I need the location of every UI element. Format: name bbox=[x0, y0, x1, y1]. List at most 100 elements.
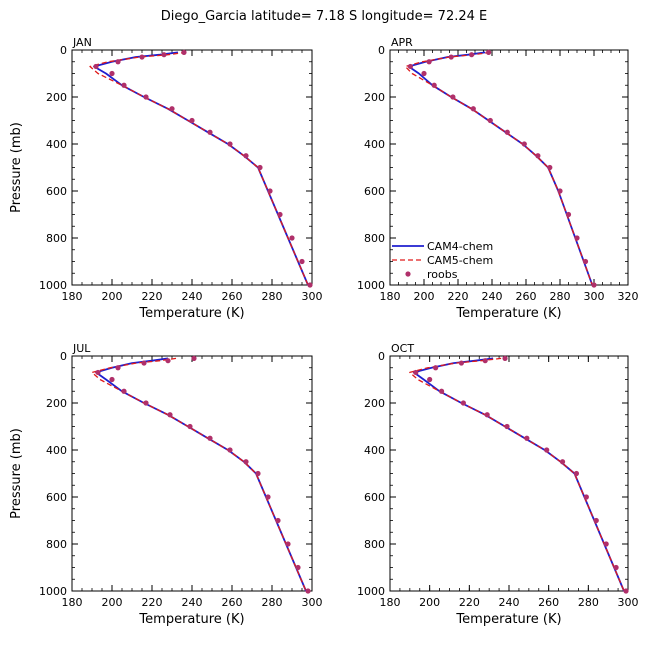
roobs-point bbox=[544, 447, 550, 453]
x-tick-label: 200 bbox=[419, 596, 440, 609]
x-tick-label: 240 bbox=[182, 290, 203, 303]
roobs-point bbox=[207, 129, 213, 135]
panel-label: JUL bbox=[72, 342, 91, 355]
roobs-point bbox=[141, 360, 147, 366]
roobs-point bbox=[407, 63, 413, 70]
x-tick-label: 280 bbox=[550, 290, 571, 303]
x-tick-label: 260 bbox=[222, 290, 243, 303]
figure-title: Diego_Garcia latitude= 7.18 S longitude=… bbox=[161, 9, 488, 24]
x-tick-label: 200 bbox=[102, 596, 123, 609]
roobs-point bbox=[486, 49, 492, 55]
roobs-point bbox=[255, 470, 261, 477]
y-tick-label: 1000 bbox=[357, 585, 385, 598]
y-tick-label: 0 bbox=[378, 350, 385, 363]
x-tick-label: 240 bbox=[482, 290, 503, 303]
roobs-point bbox=[413, 369, 419, 376]
x-tick-label: 180 bbox=[380, 596, 401, 609]
y-tick-label: 800 bbox=[364, 538, 385, 551]
roobs-point bbox=[115, 365, 121, 371]
plot-frame bbox=[71, 355, 313, 592]
y-tick-label: 600 bbox=[364, 185, 385, 198]
roobs-point bbox=[593, 517, 599, 524]
y-tick-label: 200 bbox=[364, 397, 385, 410]
y-tick-label: 200 bbox=[364, 91, 385, 104]
roobs-point bbox=[121, 82, 127, 88]
roobs-point bbox=[504, 423, 510, 430]
y-tick-label: 1000 bbox=[357, 279, 385, 292]
roobs-point bbox=[502, 355, 508, 361]
x-tick-label: 220 bbox=[448, 290, 469, 303]
roobs-point bbox=[243, 153, 249, 159]
y-axis-label: Pressure (mb) bbox=[9, 122, 24, 213]
roobs-point bbox=[109, 70, 115, 77]
x-tick-label: 220 bbox=[459, 596, 480, 609]
x-tick-label: 260 bbox=[222, 596, 243, 609]
x-tick-label: 220 bbox=[142, 290, 163, 303]
y-tick-label: 0 bbox=[378, 44, 385, 57]
roobs-point bbox=[267, 188, 273, 194]
x-tick-label: 180 bbox=[62, 596, 83, 609]
y-tick-label: 400 bbox=[364, 138, 385, 151]
panel-jul: 180 200 220 240 260 280 300 0 200 400 600 800 1000 JU… bbox=[9, 342, 323, 627]
y-tick-label: 200 bbox=[46, 91, 67, 104]
x-tick-label: 240 bbox=[182, 596, 203, 609]
roobs-point bbox=[265, 494, 271, 500]
roobs-point bbox=[305, 588, 311, 594]
panel-apr: 180 200 220 240 260 280 300 320 0 200 400 600 800 100… bbox=[357, 36, 639, 321]
roobs-point bbox=[458, 360, 464, 366]
cam4-line bbox=[412, 357, 625, 592]
roobs-point bbox=[307, 282, 313, 288]
roobs-point bbox=[535, 153, 541, 159]
panel-label: APR bbox=[391, 36, 413, 49]
roobs-point bbox=[460, 400, 466, 406]
roobs-point bbox=[565, 211, 572, 218]
roobs-point bbox=[582, 258, 589, 265]
roobs-point bbox=[207, 435, 213, 441]
roobs-point bbox=[143, 400, 149, 406]
x-tick-label: 300 bbox=[302, 290, 323, 303]
legend-roobs-marker bbox=[405, 271, 411, 277]
panel-label: OCT bbox=[391, 342, 414, 355]
roobs-point bbox=[181, 49, 187, 55]
roobs-point bbox=[295, 564, 301, 571]
roobs-point bbox=[289, 235, 295, 241]
x-axis-label: Temperature (K) bbox=[455, 306, 561, 321]
roobs-point bbox=[427, 376, 433, 383]
roobs-point bbox=[143, 94, 149, 100]
x-tick-label: 180 bbox=[380, 290, 401, 303]
y-tick-label: 200 bbox=[46, 397, 67, 410]
panel-oct: 180 200 220 240 260 280 300 0 200 400 600 800 1000 OC… bbox=[357, 342, 639, 627]
roobs-point bbox=[591, 282, 597, 288]
roobs-point bbox=[95, 369, 101, 376]
y-tick-label: 600 bbox=[364, 491, 385, 504]
plot-frame bbox=[71, 49, 313, 286]
plot-frame bbox=[389, 355, 629, 592]
cam4-line bbox=[95, 357, 307, 592]
x-tick-label: 280 bbox=[262, 290, 283, 303]
panel-label: JAN bbox=[72, 36, 92, 49]
roobs-point bbox=[165, 358, 171, 364]
roobs-point bbox=[482, 358, 488, 364]
roobs-point bbox=[469, 52, 475, 58]
roobs-point bbox=[227, 447, 233, 453]
roobs-point bbox=[257, 164, 263, 171]
roobs-point bbox=[603, 541, 609, 547]
roobs-point bbox=[557, 188, 563, 194]
roobs-point bbox=[431, 82, 437, 88]
x-tick-label: 260 bbox=[538, 596, 559, 609]
y-tick-label: 800 bbox=[46, 538, 67, 551]
y-tick-label: 800 bbox=[364, 232, 385, 245]
panel-jan: 180 200 220 240 260 280 300 0 200 400 600 800 1000 JA… bbox=[9, 36, 323, 321]
x-tick-label: 300 bbox=[618, 596, 639, 609]
x-axis-label: Temperature (K) bbox=[455, 612, 561, 627]
roobs-point bbox=[93, 63, 99, 70]
roobs-point bbox=[573, 470, 580, 477]
roobs-point bbox=[524, 435, 530, 441]
roobs-point bbox=[583, 494, 589, 500]
roobs-point bbox=[521, 141, 527, 147]
roobs-point bbox=[299, 258, 305, 265]
roobs-point bbox=[275, 517, 281, 524]
roobs-point bbox=[285, 541, 291, 547]
plot-frame bbox=[389, 49, 629, 286]
roobs-point bbox=[139, 54, 145, 60]
